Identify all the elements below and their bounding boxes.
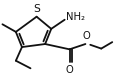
Text: NH₂: NH₂: [66, 12, 85, 22]
Text: O: O: [82, 31, 90, 41]
Text: S: S: [33, 4, 40, 14]
Text: O: O: [66, 65, 73, 75]
